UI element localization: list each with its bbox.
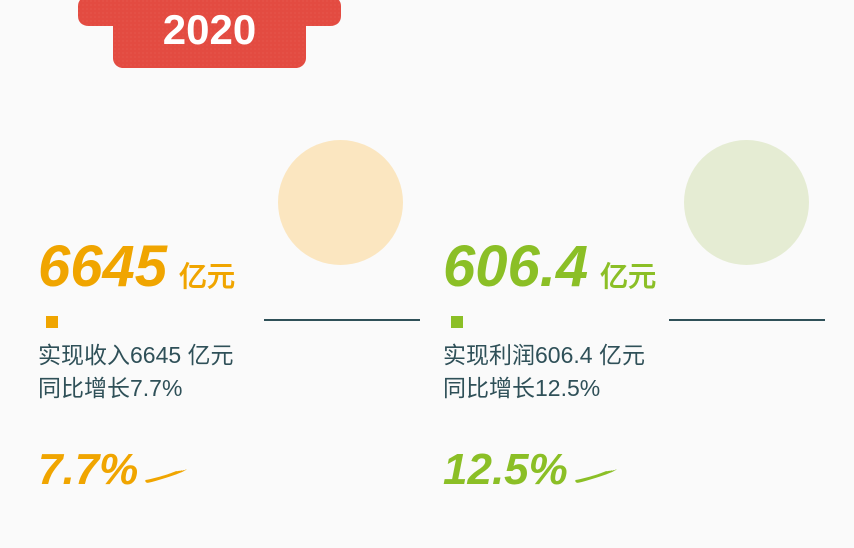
svg-text:2020: 2020 — [163, 6, 256, 53]
